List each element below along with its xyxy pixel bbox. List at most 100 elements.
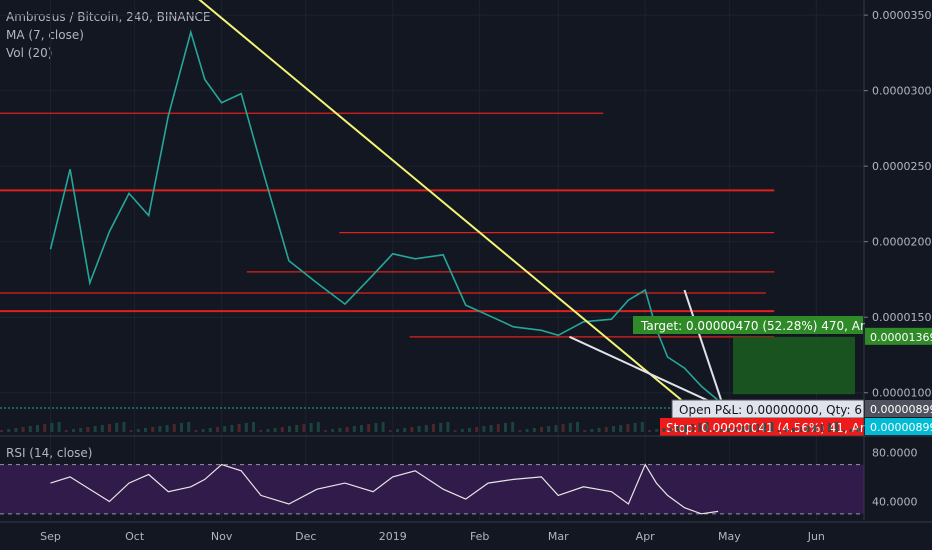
volume-bar bbox=[748, 425, 752, 432]
volume-bar bbox=[619, 425, 623, 432]
volume-bar bbox=[223, 426, 227, 432]
volume-bar bbox=[410, 427, 414, 432]
volume-bar bbox=[432, 424, 435, 432]
volume-bar bbox=[165, 425, 169, 432]
volume-bar bbox=[482, 426, 486, 432]
price-series-line bbox=[49, 29, 719, 401]
volume-bar bbox=[172, 424, 176, 432]
volume-bar bbox=[158, 426, 162, 432]
volume-bar bbox=[7, 429, 11, 432]
volume-bar bbox=[374, 423, 378, 432]
volume-bar bbox=[576, 422, 579, 432]
volume-bar bbox=[460, 429, 464, 432]
volume-bar bbox=[439, 423, 443, 432]
volume-bar bbox=[208, 428, 212, 432]
volume-bar bbox=[180, 423, 183, 432]
volume-bar bbox=[43, 424, 47, 432]
trendline bbox=[198, 0, 683, 402]
volume-bar bbox=[446, 422, 450, 432]
stop-label-box bbox=[660, 418, 864, 436]
rsi-tick-label: 80.0000 bbox=[872, 446, 918, 459]
volume-bar bbox=[230, 425, 234, 432]
rsi-tick-label: 40.0000 bbox=[872, 496, 918, 509]
target-zone bbox=[733, 336, 855, 395]
target-label: Target: 0.00000470 (52.28%) 470, Ar bbox=[640, 319, 865, 333]
volume-bar bbox=[590, 429, 594, 432]
volume-bar bbox=[194, 430, 198, 432]
volume-bar bbox=[475, 427, 479, 432]
volume-bar bbox=[100, 425, 104, 432]
time-tick-label: Apr bbox=[636, 530, 656, 543]
volume-bar bbox=[633, 423, 637, 432]
volume-bar bbox=[338, 428, 342, 432]
volume-bar bbox=[554, 425, 558, 432]
entry-price-tag bbox=[865, 400, 932, 417]
volume-bar bbox=[72, 429, 75, 432]
current-price-text: 0.00000899 bbox=[870, 421, 932, 434]
volume-bar bbox=[770, 422, 774, 432]
volume-bar bbox=[280, 427, 284, 432]
volume-bar bbox=[79, 428, 83, 432]
volume-bar bbox=[122, 422, 126, 432]
volume-bar bbox=[187, 422, 191, 432]
volume-bar bbox=[309, 423, 313, 432]
volume-bar bbox=[266, 429, 270, 432]
price-tick-label: 0.00002500 bbox=[872, 160, 932, 173]
volume-bar bbox=[676, 426, 680, 432]
price-tick-label: 0.00003500 bbox=[872, 9, 932, 22]
volume-bar bbox=[583, 430, 587, 432]
volume-bar bbox=[792, 428, 795, 432]
volume-bar bbox=[216, 427, 219, 432]
indicator-ma[interactable]: MA (7, close) bbox=[6, 28, 84, 42]
volume-bar bbox=[626, 424, 630, 432]
price-tick-label: 0.00001000 bbox=[872, 387, 932, 400]
volume-bar bbox=[813, 425, 817, 432]
volume-bar bbox=[57, 422, 61, 432]
volume-bar bbox=[396, 429, 399, 432]
time-tick-label: Nov bbox=[211, 530, 233, 543]
indicator-vol[interactable]: Vol (20) bbox=[6, 46, 53, 60]
pnl-label: Open P&L: 0.00000000, Qty: 6 bbox=[679, 403, 862, 417]
target-price-text: 0.00001369 bbox=[870, 331, 932, 344]
time-tick-label: Jun bbox=[807, 530, 825, 543]
volume-bar bbox=[144, 428, 147, 432]
volume-bar bbox=[511, 422, 515, 432]
volume-bar bbox=[842, 430, 846, 432]
volume-bar bbox=[604, 427, 608, 432]
volume-bar bbox=[388, 430, 392, 432]
volume-bar bbox=[705, 422, 709, 432]
chart-title: Ambrosus / Bitcoin, 240, BINANCE bbox=[6, 10, 211, 24]
volume-bar bbox=[352, 426, 356, 432]
volume-bar bbox=[259, 430, 263, 432]
volume-bar bbox=[828, 423, 831, 432]
volume-bar bbox=[504, 423, 507, 432]
volume-bar bbox=[720, 429, 723, 432]
volume-bar bbox=[381, 422, 385, 432]
time-tick-label: Mar bbox=[548, 530, 569, 543]
volume-bar bbox=[273, 428, 277, 432]
volume-bar bbox=[331, 429, 335, 432]
volume-bar bbox=[345, 427, 349, 432]
volume-bar bbox=[561, 424, 565, 432]
volume-bar bbox=[295, 425, 299, 432]
target-price-tag bbox=[865, 327, 932, 345]
volume-bar bbox=[417, 426, 421, 432]
volume-bar bbox=[662, 428, 666, 432]
volume-bar bbox=[756, 424, 759, 432]
time-tick-label: May bbox=[718, 530, 741, 543]
price-tick-label: 0.00003000 bbox=[872, 85, 932, 98]
volume-bar bbox=[612, 426, 615, 432]
volume-bar bbox=[669, 427, 673, 432]
volume-bar bbox=[489, 425, 493, 432]
volume-bar bbox=[532, 428, 536, 432]
rsi-label: RSI (14, close) bbox=[6, 446, 92, 460]
volume-bar bbox=[316, 422, 320, 432]
volume-bar bbox=[496, 424, 500, 432]
volume-bar bbox=[367, 424, 371, 432]
price-tick-label: 0.00001500 bbox=[872, 311, 932, 324]
volume-bar bbox=[151, 427, 155, 432]
volume-bar bbox=[648, 430, 651, 432]
volume-bar bbox=[93, 426, 97, 432]
volume-bar bbox=[14, 428, 18, 432]
